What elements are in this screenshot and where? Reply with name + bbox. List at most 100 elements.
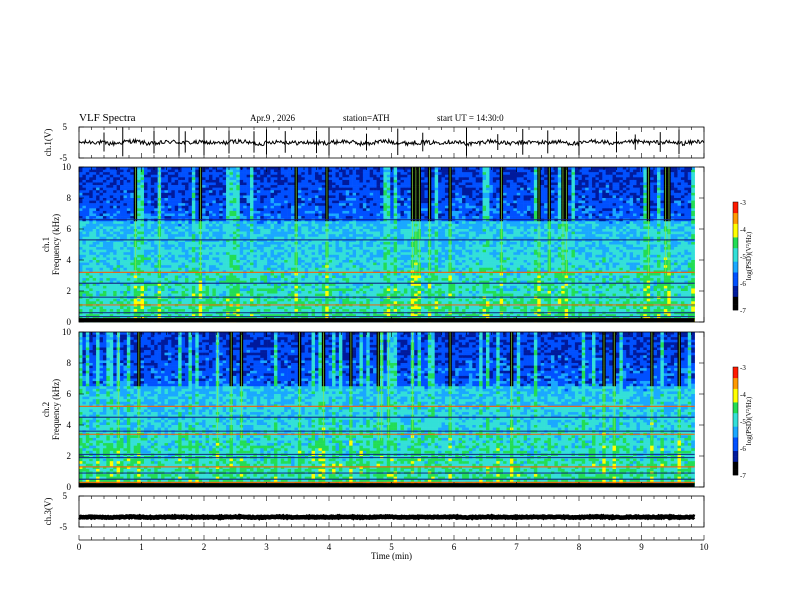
spectrogram-cell xyxy=(455,193,459,196)
spectrogram-cell xyxy=(678,214,682,217)
spectrogram-cell xyxy=(524,195,528,198)
spectrogram-cell xyxy=(123,177,127,180)
spectrogram-cell xyxy=(671,216,675,219)
spectrogram-cell xyxy=(284,170,288,173)
spectrogram-cell xyxy=(387,224,391,227)
spectrogram-cell xyxy=(336,190,340,193)
spectrogram-cell xyxy=(161,208,165,211)
spectrogram-cell xyxy=(206,226,210,229)
spectrogram-cell xyxy=(130,224,134,227)
spectrogram-cell xyxy=(469,195,473,198)
spectrogram-cell xyxy=(616,216,620,219)
spectrogram-cell xyxy=(127,214,131,217)
spectrogram-cell xyxy=(630,198,634,201)
spectrogram-cell xyxy=(233,224,237,227)
spectrogram-cell xyxy=(377,177,381,180)
spectrogram-cell xyxy=(226,172,230,175)
spectrogram-cell xyxy=(534,216,538,219)
spectrogram-cell xyxy=(383,193,387,196)
spectrogram-cell xyxy=(479,195,483,198)
spectrogram-cell xyxy=(459,206,463,209)
spectrogram-cell xyxy=(236,185,240,188)
spectrogram-cell xyxy=(469,177,473,180)
spectrogram-cell xyxy=(524,172,528,175)
spectrogram-cell xyxy=(100,198,104,201)
spectrogram-cell xyxy=(144,234,148,237)
spectrogram-cell xyxy=(630,180,634,183)
spectrogram-cell xyxy=(82,193,86,196)
spectrogram-cell xyxy=(404,185,408,188)
spectrogram-cell xyxy=(380,232,384,235)
spectrogram-cell xyxy=(195,211,199,214)
spectrogram-cell xyxy=(260,211,264,214)
spectrogram-cell xyxy=(421,180,425,183)
spectrogram-cell xyxy=(633,211,637,214)
spectrogram-cell xyxy=(212,172,216,175)
spectrogram-cell xyxy=(185,185,189,188)
spectrogram-cell xyxy=(476,208,480,211)
spectrogram-cell xyxy=(551,193,555,196)
spectrogram-cell xyxy=(558,232,562,235)
spectrogram-cell xyxy=(185,195,189,198)
spectrogram-cell xyxy=(243,188,247,191)
spectrogram-cell xyxy=(479,198,483,201)
spectrogram-cell xyxy=(332,183,336,186)
spectrogram-cell xyxy=(387,211,391,214)
spectrogram-cell xyxy=(93,224,97,227)
spectrogram-cell xyxy=(192,188,196,191)
spectrogram-cell xyxy=(517,232,521,235)
spectrogram-cell xyxy=(407,234,411,237)
spectrogram-cell xyxy=(493,190,497,193)
spectrogram-cell xyxy=(678,167,682,170)
spectrogram-cell xyxy=(390,172,394,175)
spectrogram-cell xyxy=(151,232,155,235)
spectrogram-cell xyxy=(182,226,186,229)
spectrogram-cell xyxy=(613,226,617,229)
spectrogram-cell xyxy=(534,221,538,224)
spectrogram-cell xyxy=(507,172,511,175)
spectrogram-cell xyxy=(654,175,658,178)
spectrogram-cell xyxy=(178,180,182,183)
spectrogram-cell xyxy=(329,188,333,191)
spectrogram-cell xyxy=(572,234,576,237)
spectrogram-cell xyxy=(291,206,295,209)
spectrogram-cell xyxy=(544,206,548,209)
spectrogram-cell xyxy=(247,201,251,204)
spectrogram-cell xyxy=(356,183,360,186)
spectrogram-cell xyxy=(599,183,603,186)
spectrogram-cell xyxy=(339,177,343,180)
spectrogram-cell xyxy=(493,180,497,183)
spectrogram-cell xyxy=(161,211,165,214)
spectrogram-cell xyxy=(103,216,107,219)
spectrogram-cell xyxy=(534,172,538,175)
spectrogram-cell xyxy=(305,224,309,227)
spectrogram-cell xyxy=(185,167,189,170)
spectrogram-cell xyxy=(339,170,343,173)
spectrogram-cell xyxy=(243,201,247,204)
spectrogram-cell xyxy=(322,201,326,204)
spectrogram-cell xyxy=(342,170,346,173)
spectrogram-cell xyxy=(247,167,251,170)
spectrogram-cell xyxy=(459,232,463,235)
spectrogram-cell xyxy=(476,221,480,224)
spectrogram-cell xyxy=(260,167,264,170)
spectrogram-cell xyxy=(452,201,456,204)
spectrogram-cell xyxy=(424,180,428,183)
spectrogram-cell xyxy=(271,170,275,173)
spectrogram-cell xyxy=(510,180,514,183)
spectrogram-cell xyxy=(582,175,586,178)
spectrogram-cell xyxy=(137,198,141,201)
spectrogram-cell xyxy=(175,193,179,196)
spectrogram-cell xyxy=(209,221,213,224)
spectrogram-cell xyxy=(315,177,319,180)
spectrogram-cell xyxy=(431,224,435,227)
spectrogram-cell xyxy=(640,188,644,191)
spectrogram-cell xyxy=(582,177,586,180)
spectrogram-cell xyxy=(154,195,158,198)
spectrogram-cell xyxy=(264,226,268,229)
spectrogram-cell xyxy=(301,185,305,188)
spectrogram-cell xyxy=(472,216,476,219)
spectrogram-cell xyxy=(510,234,514,237)
spectrogram-cell xyxy=(373,193,377,196)
